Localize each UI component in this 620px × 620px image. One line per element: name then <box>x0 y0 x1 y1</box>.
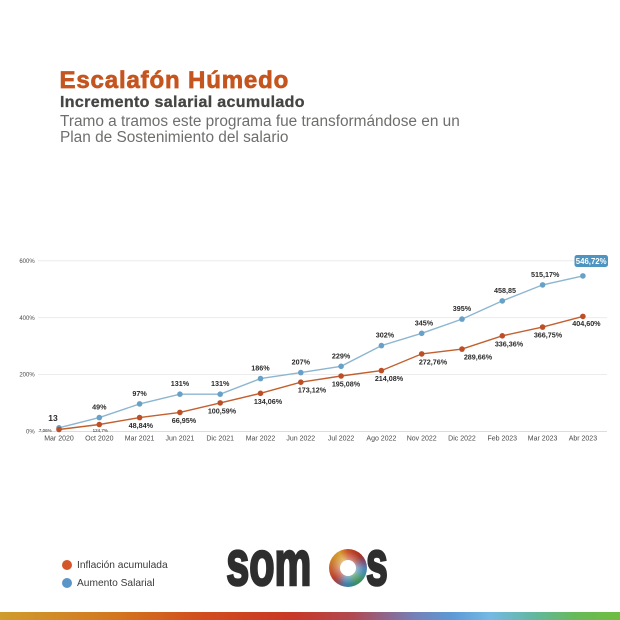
svg-text:Jul 2022: Jul 2022 <box>328 435 355 442</box>
svg-text:Ago 2022: Ago 2022 <box>366 435 396 442</box>
svg-text:0%: 0% <box>26 430 35 436</box>
svg-text:Nov 2022: Nov 2022 <box>407 435 437 442</box>
svg-text:272,76%: 272,76% <box>419 357 448 366</box>
svg-text:131%: 131% <box>171 379 190 388</box>
svg-text:124,7%: 124,7% <box>93 428 108 433</box>
svg-text:546,72%: 546,72% <box>576 257 607 266</box>
svg-text:100,59%: 100,59% <box>208 406 237 415</box>
svg-text:345%: 345% <box>415 318 434 327</box>
svg-text:Dic 2022: Dic 2022 <box>448 435 476 442</box>
svg-text:134,06%: 134,06% <box>254 397 283 406</box>
svg-text:97%: 97% <box>132 389 147 398</box>
svg-text:48,84%: 48,84% <box>129 421 154 430</box>
svg-text:207%: 207% <box>292 358 311 367</box>
svg-text:600%: 600% <box>19 259 35 265</box>
svg-text:131%: 131% <box>211 379 230 388</box>
svg-text:som: som <box>226 529 311 599</box>
svg-text:Jun 2022: Jun 2022 <box>286 435 315 442</box>
svg-text:Oct 2020: Oct 2020 <box>85 435 114 442</box>
svg-text:400%: 400% <box>19 316 35 322</box>
svg-text:366,75%: 366,75% <box>534 331 563 340</box>
svg-text:200%: 200% <box>19 373 35 379</box>
svg-text:Mar 2022: Mar 2022 <box>246 435 276 442</box>
svg-text:Mar 2021: Mar 2021 <box>125 435 155 442</box>
svg-text:214,08%: 214,08% <box>375 374 404 383</box>
svg-text:Abr 2023: Abr 2023 <box>569 435 598 442</box>
svg-text:Mar 2023: Mar 2023 <box>528 435 558 442</box>
svg-text:Feb 2023: Feb 2023 <box>488 435 518 442</box>
svg-text:13: 13 <box>48 413 58 423</box>
svg-text:Dic 2021: Dic 2021 <box>206 435 234 442</box>
svg-text:302%: 302% <box>376 331 395 340</box>
svg-text:229%: 229% <box>332 351 351 360</box>
svg-text:186%: 186% <box>251 364 270 373</box>
svg-text:s: s <box>366 529 388 599</box>
svg-text:Jun 2021: Jun 2021 <box>165 435 194 442</box>
svg-text:173,12%: 173,12% <box>298 386 327 395</box>
svg-text:49%: 49% <box>92 403 107 412</box>
svg-text:458,85: 458,85 <box>494 286 516 295</box>
svg-text:289,66%: 289,66% <box>464 353 493 362</box>
svg-text:66,95%: 66,95% <box>172 416 197 425</box>
svg-text:395%: 395% <box>453 304 472 313</box>
svg-text:7,06%: 7,06% <box>39 428 52 433</box>
svg-text:515,17%: 515,17% <box>531 270 560 279</box>
svg-text:404,60%: 404,60% <box>572 319 601 328</box>
svg-text:Mar 2020: Mar 2020 <box>44 435 74 442</box>
svg-text:195,08%: 195,08% <box>332 380 361 389</box>
svg-text:336,36%: 336,36% <box>495 339 524 348</box>
